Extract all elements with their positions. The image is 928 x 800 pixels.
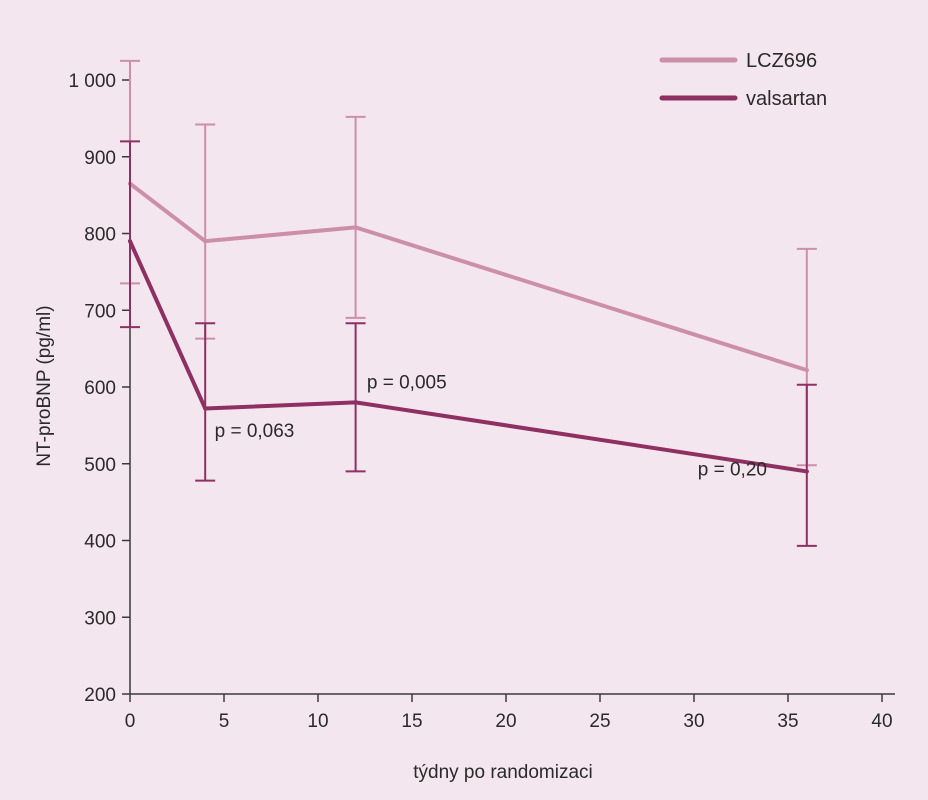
y-tick-label: 600 <box>84 378 116 399</box>
data-point <box>128 239 132 244</box>
legend-label: LCZ696 <box>746 50 817 72</box>
x-tick-label: 25 <box>589 711 610 732</box>
y-tick-label: 1 000 <box>68 71 116 92</box>
series-line <box>128 181 809 373</box>
legend: LCZ696 valsartan <box>659 50 827 110</box>
y-tick-label: 800 <box>84 225 116 246</box>
x-axis-title: týdny po randomizaci <box>413 762 593 783</box>
y-tick-label: 400 <box>84 532 116 553</box>
y-tick-label: 900 <box>84 148 116 169</box>
data-point <box>203 406 208 411</box>
series-lcz696 <box>120 59 817 467</box>
data-point <box>353 400 358 405</box>
x-tick-label: 15 <box>401 711 422 732</box>
x-tick-label: 0 <box>125 711 136 732</box>
x-tick-label: 40 <box>871 711 892 732</box>
y-tick-label: 200 <box>84 685 116 706</box>
data-point <box>804 469 809 474</box>
x-tick-label: 10 <box>307 711 328 732</box>
x-tick-label: 5 <box>219 711 230 732</box>
y-tick-label: 300 <box>84 608 116 629</box>
legend-label: valsartan <box>746 88 827 110</box>
y-tick-label: 500 <box>84 455 116 476</box>
y-tick-label: 700 <box>84 301 116 322</box>
y-axis-title: NT-proBNP (pg/ml) <box>34 305 55 466</box>
annotations: p = 0,063 p = 0,005 p = 0,20 <box>215 373 767 481</box>
series-layer <box>120 59 817 547</box>
series-line <box>128 239 809 474</box>
series-valsartan <box>120 140 817 547</box>
data-point <box>804 368 809 373</box>
p-value-annotation: p = 0,20 <box>698 459 767 480</box>
p-value-annotation: p = 0,063 <box>215 421 295 442</box>
p-value-annotation: p = 0,005 <box>367 373 447 394</box>
data-point <box>203 239 208 244</box>
x-tick-label: 35 <box>777 711 798 732</box>
axes: 200 300 400 500 600 700 800 900 1 000 0 5 10 15 20 25 3… <box>68 60 895 732</box>
x-tick-label: 30 <box>683 711 704 732</box>
data-point <box>353 225 358 230</box>
x-tick-label: 20 <box>495 711 516 732</box>
